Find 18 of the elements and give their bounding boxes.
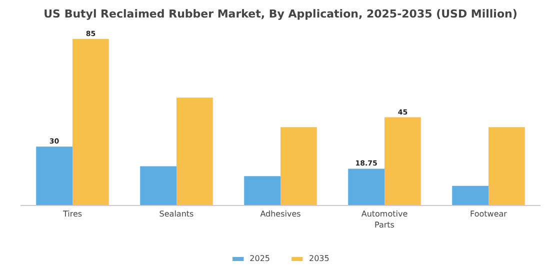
bar xyxy=(140,166,176,206)
x-tick-label: Footwear xyxy=(470,210,508,218)
chart-title: US Butyl Reclaimed Rubber Market, By Application, 2025-2035 (USD Million) xyxy=(44,8,518,20)
bar xyxy=(280,127,317,206)
x-tick-label: Sealants xyxy=(159,210,194,218)
x-tick-label: Tires xyxy=(62,210,82,218)
x-tick-label: Adhesives xyxy=(260,210,301,218)
bar xyxy=(452,186,488,206)
legend-label: 2035 xyxy=(309,254,330,263)
legend-label: 2025 xyxy=(250,254,270,263)
bar xyxy=(488,127,525,206)
bar xyxy=(176,98,213,206)
x-tick-label: Automotive Parts xyxy=(361,210,408,230)
bar xyxy=(348,168,384,206)
bar xyxy=(384,117,421,206)
bar xyxy=(244,176,280,206)
bar xyxy=(36,146,72,206)
bar xyxy=(72,38,109,206)
